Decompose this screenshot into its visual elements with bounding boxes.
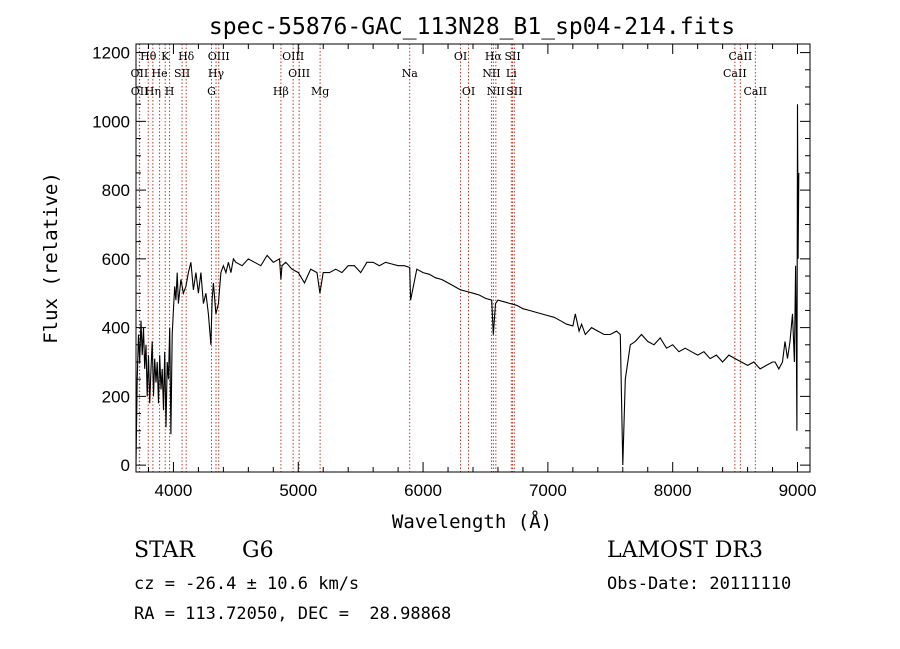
line-marker-label: Hα (485, 50, 503, 63)
x-tick-label: 9000 (779, 481, 817, 500)
line-marker-label: OIII (282, 50, 304, 63)
x-axis-label: Wavelength (Å) (392, 510, 552, 533)
line-marker-label: CaII (729, 50, 753, 63)
line-marker-label: Mg (311, 85, 329, 98)
line-marker-label: He (152, 67, 168, 80)
coordinates: RA = 113.72050, DEC = 28.98868 (134, 604, 452, 624)
line-marker-label: K (161, 50, 170, 63)
line-marker-label: OII (131, 67, 149, 80)
x-tick-label: 6000 (404, 481, 442, 500)
observation-date: Obs-Date: 20111110 (607, 574, 792, 594)
y-tick-label: 800 (102, 181, 130, 200)
y-tick-label: 0 (121, 456, 130, 475)
y-tick-label: 200 (102, 387, 130, 406)
marker-lines (138, 44, 756, 472)
line-marker-label: OIII (288, 67, 310, 80)
line-marker-label: Hθ (140, 50, 157, 63)
line-marker-label: SII (174, 67, 190, 80)
survey-name: LAMOST DR3 (607, 538, 763, 563)
spectrum-line (135, 104, 800, 466)
chart-title: spec-55876-GAC_113N28_B1_sp04-214.fits (209, 14, 735, 40)
line-marker-label: H (165, 85, 175, 98)
x-axis: 4000 5000 6000 7000 8000 9000 (147, 44, 817, 500)
line-marker-label: G (207, 85, 216, 98)
x-tick-label: 7000 (529, 481, 567, 500)
marker-labels: Hθ OII OII K He Hη H SII Hδ OIII Hγ G OIII OIII Hβ Mg Na… (131, 50, 768, 98)
y-tick-label: 1200 (92, 44, 130, 63)
line-marker-label: NII (482, 67, 500, 80)
line-marker-label: OIII (208, 50, 230, 63)
line-marker-label: Hγ (208, 67, 225, 80)
y-axis-label: Flux (relative) (40, 172, 62, 344)
x-tick-label: 5000 (279, 481, 317, 500)
object-class: STAR (134, 538, 195, 563)
plot-frame (135, 43, 811, 473)
line-marker-label: NII (487, 85, 505, 98)
redshift-value: cz = -26.4 ± 10.6 km/s (134, 574, 360, 594)
line-marker-label: Na (402, 67, 419, 80)
x-tick-label: 8000 (654, 481, 692, 500)
line-marker-label: OI (462, 85, 475, 98)
line-marker-label: SII (504, 50, 520, 63)
y-tick-label: 1000 (92, 112, 130, 131)
line-marker-label: Hη (145, 85, 161, 98)
y-tick-label: 600 (102, 250, 130, 269)
line-marker-label: CaII (723, 67, 747, 80)
line-marker-label: Hβ (273, 85, 289, 98)
line-marker-label: Hδ (178, 50, 195, 63)
line-marker-label: OII (131, 85, 149, 98)
x-tick-label: 4000 (155, 481, 193, 500)
line-marker-label: Li (506, 67, 517, 80)
line-marker-label: SII (506, 85, 522, 98)
line-marker-label: OI (454, 50, 467, 63)
object-subclass: G6 (242, 538, 274, 563)
y-axis: 0 200 400 600 800 1000 1200 (92, 44, 810, 475)
y-tick-label: 400 (102, 319, 130, 338)
line-marker-label: CaII (743, 85, 767, 98)
